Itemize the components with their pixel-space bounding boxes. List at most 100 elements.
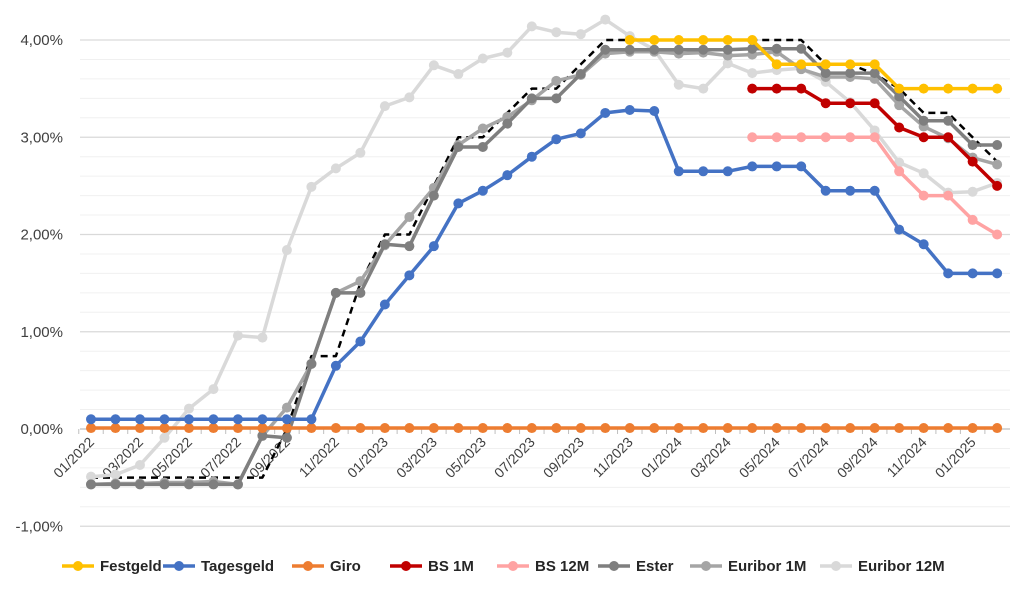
- data-point: [551, 93, 562, 104]
- data-point: [526, 423, 537, 434]
- data-point: [894, 122, 905, 133]
- data-point: [134, 459, 145, 470]
- x-tick-label: 09/2024: [834, 434, 881, 481]
- data-point: [404, 211, 415, 222]
- data-point: [992, 140, 1003, 151]
- data-point: [208, 479, 219, 490]
- data-point: [992, 159, 1003, 170]
- data-point: [600, 107, 611, 118]
- data-point: [698, 166, 709, 177]
- data-point: [257, 414, 268, 425]
- data-point: [967, 214, 978, 225]
- data-point: [477, 123, 488, 134]
- data-point: [428, 60, 439, 71]
- data-point: [404, 92, 415, 103]
- data-point: [796, 161, 807, 172]
- legend-item: Festgeld: [62, 558, 162, 575]
- data-point: [86, 414, 96, 425]
- data-point: [869, 132, 880, 143]
- x-tick-label: 11/2024: [883, 434, 930, 481]
- data-point: [845, 59, 856, 70]
- data-point: [134, 414, 145, 425]
- data-point: [771, 59, 782, 70]
- legend-label: Euribor 1M: [728, 558, 806, 575]
- x-tick-label: 01/2023: [344, 434, 391, 481]
- data-point: [379, 423, 390, 434]
- data-point: [110, 469, 121, 480]
- data-point: [845, 98, 856, 109]
- legend-marker: [73, 561, 83, 571]
- series-tagesgeld: [86, 105, 1003, 425]
- x-tick-label: 11/2023: [590, 434, 637, 481]
- legend-marker: [609, 561, 619, 571]
- data-point: [820, 68, 831, 79]
- data-point: [820, 185, 831, 196]
- data-point: [281, 423, 292, 434]
- legend-label: BS 1M: [428, 558, 474, 575]
- x-tick-label: 05/2024: [736, 434, 783, 481]
- data-point: [845, 132, 856, 143]
- y-tick-label: 0,00%: [20, 421, 63, 438]
- data-point: [232, 479, 243, 490]
- legend-label: Festgeld: [100, 558, 162, 575]
- data-point: [551, 75, 562, 86]
- data-point: [355, 287, 366, 298]
- data-point: [159, 423, 170, 434]
- legend-marker: [303, 561, 313, 571]
- x-tick-label: 11/2022: [296, 434, 343, 481]
- legend: Festgeld Tagesgeld Giro BS 1M BS 12M Ester Eur…: [62, 558, 945, 575]
- data-point: [673, 35, 684, 45]
- data-point: [257, 423, 268, 434]
- legend-label: Euribor 12M: [858, 558, 945, 575]
- data-point: [918, 168, 929, 179]
- y-axis: -1,00% 0,00% 1,00% 2,00% 3,00% 4,00%: [15, 32, 63, 535]
- data-point: [845, 68, 856, 79]
- data-point: [624, 105, 635, 116]
- data-point: [159, 414, 170, 425]
- data-point: [869, 59, 880, 70]
- data-point: [306, 358, 317, 369]
- data-point: [477, 141, 488, 152]
- data-point: [943, 115, 954, 126]
- series-line: [629, 38, 998, 91]
- data-point: [796, 83, 807, 94]
- data-point: [673, 166, 684, 177]
- data-point: [575, 423, 586, 434]
- data-point: [551, 27, 562, 38]
- data-point: [404, 423, 415, 434]
- data-point: [698, 35, 709, 45]
- legend-item: Ester: [598, 558, 674, 575]
- data-point: [306, 414, 317, 425]
- data-point: [355, 423, 366, 434]
- data-point: [551, 423, 562, 434]
- legend-item: Euribor 12M: [820, 558, 945, 575]
- data-point: [967, 423, 978, 434]
- series-euribor-12m: [86, 14, 1003, 482]
- data-point: [673, 44, 684, 55]
- data-point: [281, 245, 292, 256]
- data-point: [722, 44, 733, 55]
- legend-marker: [831, 561, 841, 571]
- data-point: [428, 190, 439, 201]
- data-point: [502, 423, 513, 434]
- data-point: [869, 423, 880, 434]
- data-point: [306, 181, 317, 192]
- data-point: [722, 166, 733, 177]
- series-giro: [86, 423, 1003, 434]
- data-point: [183, 479, 194, 490]
- data-point: [820, 423, 831, 434]
- data-point: [992, 229, 1003, 240]
- data-point: [183, 423, 194, 434]
- data-point: [967, 268, 978, 279]
- data-point: [502, 118, 513, 129]
- legend-label: Tagesgeld: [201, 558, 274, 575]
- y-tick-label: 1,00%: [20, 324, 63, 341]
- x-tick-label: 01/2025: [932, 434, 979, 481]
- data-point: [796, 132, 807, 143]
- data-point: [86, 479, 96, 490]
- data-point: [379, 239, 390, 250]
- data-point: [183, 403, 194, 414]
- y-tick-label: 3,00%: [20, 129, 63, 146]
- data-point: [526, 151, 537, 162]
- data-point: [845, 185, 856, 196]
